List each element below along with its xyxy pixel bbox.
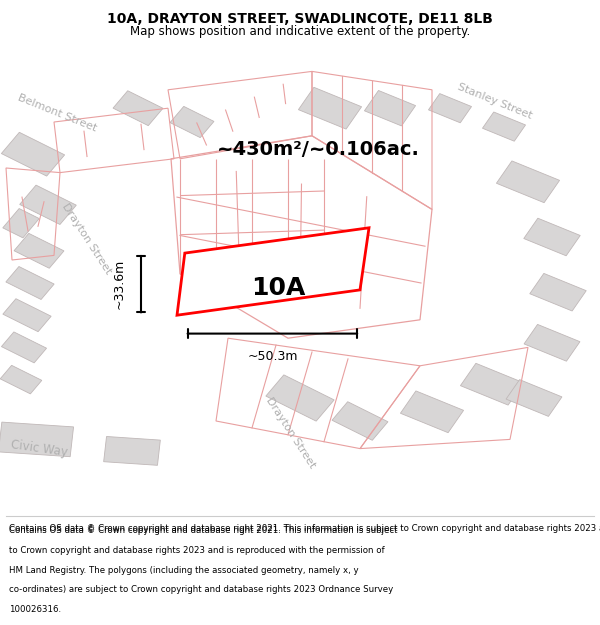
Polygon shape bbox=[0, 366, 42, 394]
Polygon shape bbox=[524, 218, 580, 256]
Polygon shape bbox=[3, 299, 51, 332]
Polygon shape bbox=[364, 91, 416, 126]
Text: Drayton Street: Drayton Street bbox=[61, 202, 113, 277]
Polygon shape bbox=[0, 422, 74, 457]
Polygon shape bbox=[425, 181, 595, 270]
Polygon shape bbox=[170, 106, 214, 138]
Polygon shape bbox=[104, 436, 160, 465]
Text: Contains OS data © Crown copyright and database right 2021. This information is : Contains OS data © Crown copyright and d… bbox=[9, 524, 600, 533]
Polygon shape bbox=[177, 228, 369, 315]
Text: to Crown copyright and database rights 2023 and is reproduced with the permissio: to Crown copyright and database rights 2… bbox=[9, 546, 385, 555]
Text: co-ordinates) are subject to Crown copyright and database rights 2023 Ordnance S: co-ordinates) are subject to Crown copyr… bbox=[9, 585, 393, 594]
Polygon shape bbox=[0, 96, 257, 185]
Polygon shape bbox=[61, 41, 239, 516]
Polygon shape bbox=[1, 132, 65, 176]
Polygon shape bbox=[0, 407, 142, 500]
Text: Civic Way: Civic Way bbox=[10, 438, 68, 459]
Text: 10A: 10A bbox=[251, 276, 306, 299]
Polygon shape bbox=[146, 71, 412, 146]
Polygon shape bbox=[332, 402, 388, 440]
Polygon shape bbox=[205, 223, 389, 541]
Text: 100026316.: 100026316. bbox=[9, 605, 61, 614]
Text: 10A, DRAYTON STREET, SWADLINCOTE, DE11 8LB: 10A, DRAYTON STREET, SWADLINCOTE, DE11 8… bbox=[107, 12, 493, 26]
Polygon shape bbox=[3, 209, 39, 238]
Polygon shape bbox=[482, 112, 526, 141]
Text: ~430m²/~0.106ac.: ~430m²/~0.106ac. bbox=[217, 140, 419, 159]
Text: Contains OS data © Crown copyright and database right 2021. This information is : Contains OS data © Crown copyright and d… bbox=[9, 526, 398, 536]
Polygon shape bbox=[14, 233, 64, 268]
Polygon shape bbox=[128, 472, 334, 536]
Polygon shape bbox=[496, 161, 560, 202]
Polygon shape bbox=[6, 266, 54, 299]
Text: Stanley Street: Stanley Street bbox=[456, 82, 534, 121]
Text: ~50.3m: ~50.3m bbox=[247, 350, 298, 362]
Text: HM Land Registry. The polygons (including the associated geometry, namely x, y: HM Land Registry. The polygons (includin… bbox=[9, 566, 359, 574]
Polygon shape bbox=[298, 88, 362, 129]
Polygon shape bbox=[506, 379, 562, 416]
Polygon shape bbox=[530, 273, 586, 311]
Text: ~33.6m: ~33.6m bbox=[113, 259, 126, 309]
Text: Map shows position and indicative extent of the property.: Map shows position and indicative extent… bbox=[130, 25, 470, 38]
Polygon shape bbox=[113, 91, 163, 126]
Polygon shape bbox=[428, 94, 472, 122]
Polygon shape bbox=[357, 309, 591, 363]
Polygon shape bbox=[1, 332, 47, 363]
Polygon shape bbox=[266, 375, 334, 421]
Text: Drayton Street: Drayton Street bbox=[265, 395, 317, 470]
Polygon shape bbox=[524, 324, 580, 361]
Polygon shape bbox=[342, 69, 600, 176]
Text: Belmont Street: Belmont Street bbox=[16, 92, 98, 133]
Polygon shape bbox=[400, 391, 464, 432]
Polygon shape bbox=[460, 363, 524, 405]
Polygon shape bbox=[20, 185, 76, 224]
